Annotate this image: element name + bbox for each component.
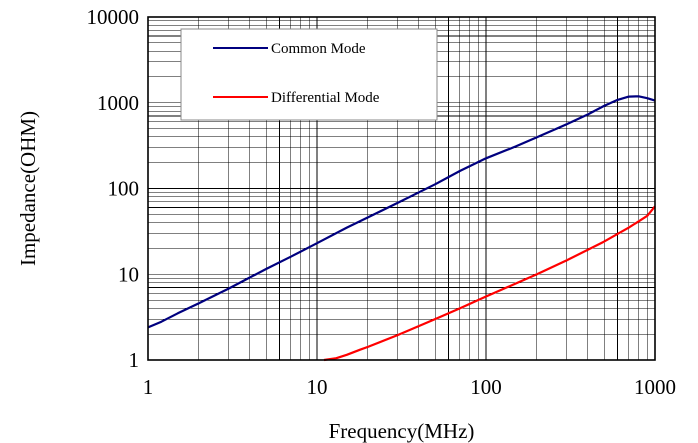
y-tick-label: 10000 [87, 5, 140, 29]
y-axis-title: Impedance(OHM) [16, 111, 40, 266]
y-tick-label: 100 [108, 177, 140, 201]
x-tick-label: 1000 [634, 375, 676, 399]
x-axis-title: Frequency(MHz) [329, 419, 475, 443]
x-tick-label: 10 [307, 375, 328, 399]
y-tick-label: 1000 [97, 91, 139, 115]
x-tick-label: 1 [143, 375, 154, 399]
x-tick-label: 100 [470, 375, 502, 399]
legend-label-common-mode: Common Mode [271, 41, 366, 57]
legend-label-differential-mode: Differential Mode [271, 90, 380, 106]
y-tick-label: 1 [129, 348, 140, 372]
y-tick-label: 10 [118, 262, 139, 286]
legend: Common Mode Differential Mode [181, 29, 437, 120]
